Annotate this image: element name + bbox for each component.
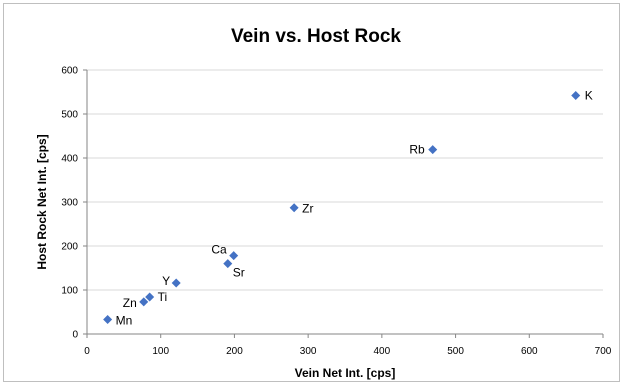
data-label-k: K (585, 89, 593, 103)
data-point-mn (103, 314, 113, 324)
data-point-zr (289, 203, 299, 213)
y-tick-label: 300 (61, 198, 78, 209)
data-label-ti: Ti (158, 290, 168, 304)
point-labels: Mn Zn Ti Y Sr Ca Zr Rb K (116, 89, 593, 328)
data-point-rb (428, 145, 438, 155)
y-tick-label: 200 (61, 242, 78, 253)
y-tick-label: 400 (61, 154, 78, 165)
x-tick-label: 0 (84, 346, 90, 357)
x-tick-label: 600 (521, 346, 538, 357)
data-point-k (571, 91, 581, 101)
data-points (103, 91, 581, 324)
x-tick-label: 300 (300, 346, 317, 357)
data-point-ti (145, 292, 155, 302)
x-tick-label: 100 (152, 346, 169, 357)
x-tick-label: 700 (595, 346, 612, 357)
chart-title: Vein vs. Host Rock (231, 26, 401, 47)
x-tick-label: 500 (447, 346, 464, 357)
axes (83, 69, 604, 338)
data-label-y: Y (162, 274, 170, 288)
y-tick-label: 100 (61, 286, 78, 297)
x-tick-label: 200 (226, 346, 243, 357)
data-label-zn: Zn (123, 296, 137, 310)
gridlines (87, 69, 603, 291)
x-axis-title: Vein Net Int. [cps] (295, 366, 396, 380)
x-tick-label: 400 (374, 346, 391, 357)
data-point-sr (223, 259, 233, 269)
data-label-zr: Zr (302, 202, 313, 216)
data-point-ca (229, 251, 239, 261)
data-label-mn: Mn (116, 313, 133, 327)
data-label-rb: Rb (409, 143, 425, 157)
y-tick-label: 500 (61, 110, 78, 121)
data-label-sr: Sr (233, 266, 245, 280)
y-tick-label: 600 (61, 66, 78, 77)
tick-labels: 0 100 200 300 400 500 600 0 100 200 300 400 500 600 70… (61, 66, 611, 358)
data-point-y (171, 278, 181, 288)
data-label-ca: Ca (211, 243, 227, 257)
data-point-zn (139, 297, 149, 307)
y-axis-title: Host Rock Net Int. [cps] (35, 134, 49, 269)
y-tick-label: 0 (72, 330, 78, 341)
